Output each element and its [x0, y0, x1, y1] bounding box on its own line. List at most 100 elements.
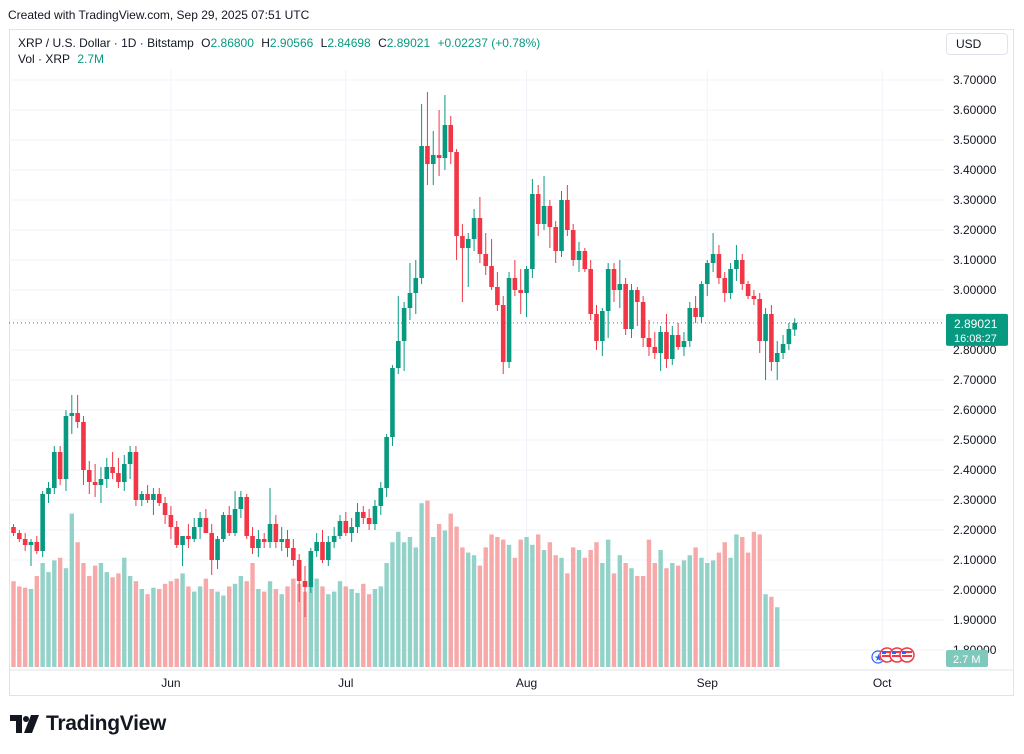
candle[interactable]: [541, 176, 547, 230]
candle[interactable]: [46, 482, 51, 503]
candle[interactable]: [121, 455, 127, 491]
candle[interactable]: [355, 503, 360, 533]
candle[interactable]: [326, 536, 331, 566]
candle[interactable]: [675, 323, 681, 350]
candle[interactable]: [751, 290, 757, 305]
candle[interactable]: [535, 185, 541, 236]
candle[interactable]: [314, 533, 319, 557]
candle[interactable]: [547, 200, 553, 248]
candle[interactable]: [436, 110, 442, 176]
candle[interactable]: [238, 491, 244, 518]
candle[interactable]: [34, 536, 40, 554]
candle[interactable]: [28, 539, 34, 566]
candle[interactable]: [594, 305, 599, 350]
candle[interactable]: [57, 446, 63, 485]
candle[interactable]: [500, 296, 506, 374]
candle[interactable]: [151, 488, 156, 515]
candle[interactable]: [139, 491, 145, 506]
candle[interactable]: [291, 539, 296, 566]
candle[interactable]: [769, 305, 774, 371]
candle[interactable]: [390, 365, 395, 446]
candle[interactable]: [250, 527, 255, 554]
candle[interactable]: [92, 464, 98, 497]
candle[interactable]: [244, 494, 249, 539]
candle[interactable]: [681, 332, 687, 356]
candle[interactable]: [191, 518, 197, 542]
candle[interactable]: [273, 515, 279, 548]
candle[interactable]: [17, 530, 22, 542]
candle[interactable]: [11, 524, 16, 536]
candle[interactable]: [98, 467, 104, 503]
candle[interactable]: [687, 302, 693, 347]
currency-button[interactable]: USD: [946, 33, 1008, 55]
candle[interactable]: [413, 260, 419, 314]
candle[interactable]: [617, 260, 623, 308]
candle[interactable]: [104, 458, 110, 488]
candle[interactable]: [780, 335, 786, 359]
candle[interactable]: [710, 233, 716, 272]
candle[interactable]: [349, 518, 354, 542]
candle[interactable]: [110, 452, 115, 479]
candle[interactable]: [623, 278, 628, 335]
candle[interactable]: [209, 524, 215, 575]
candle[interactable]: [722, 272, 728, 302]
candle[interactable]: [774, 341, 780, 380]
volume-label[interactable]: Vol · XRP: [18, 52, 71, 66]
candle[interactable]: [232, 491, 238, 536]
candle[interactable]: [734, 245, 739, 281]
candle[interactable]: [588, 260, 593, 320]
candle[interactable]: [302, 566, 308, 617]
candle[interactable]: [378, 482, 384, 515]
event-markers[interactable]: ★: [871, 647, 915, 664]
candle[interactable]: [203, 509, 209, 533]
candle[interactable]: [116, 458, 121, 488]
candle[interactable]: [186, 524, 191, 548]
candle[interactable]: [337, 515, 343, 539]
candle[interactable]: [465, 233, 471, 287]
candle[interactable]: [226, 506, 232, 536]
candle[interactable]: [320, 530, 325, 563]
candle[interactable]: [518, 269, 524, 314]
tradingview-logo[interactable]: TradingView: [10, 712, 166, 736]
candle[interactable]: [180, 536, 185, 566]
candle[interactable]: [40, 491, 45, 557]
candle[interactable]: [75, 395, 80, 428]
candle[interactable]: [553, 221, 558, 263]
candle[interactable]: [308, 548, 314, 593]
candle[interactable]: [477, 197, 483, 263]
candle[interactable]: [285, 530, 290, 557]
candle[interactable]: [454, 149, 459, 260]
candle[interactable]: [425, 92, 430, 185]
candle[interactable]: [716, 245, 722, 284]
candle[interactable]: [174, 521, 180, 548]
candle[interactable]: [582, 248, 588, 272]
candle[interactable]: [792, 318, 798, 336]
candle[interactable]: [81, 416, 86, 485]
candle[interactable]: [629, 284, 634, 338]
candle[interactable]: [401, 302, 407, 371]
candle[interactable]: [757, 293, 763, 353]
candle[interactable]: [605, 263, 611, 338]
candle[interactable]: [296, 554, 302, 602]
candle[interactable]: [745, 281, 751, 299]
candle[interactable]: [197, 512, 203, 539]
candle[interactable]: [69, 395, 75, 434]
candle[interactable]: [261, 533, 267, 548]
candle[interactable]: [483, 233, 489, 275]
candle[interactable]: [611, 263, 617, 302]
candle[interactable]: [343, 512, 349, 536]
candle[interactable]: [704, 260, 710, 296]
candle[interactable]: [460, 224, 465, 302]
candle[interactable]: [658, 326, 663, 371]
candle[interactable]: [127, 446, 133, 479]
candle[interactable]: [267, 488, 273, 548]
candle[interactable]: [600, 308, 605, 356]
candle[interactable]: [256, 530, 261, 557]
candle[interactable]: [430, 131, 436, 185]
candle[interactable]: [372, 500, 378, 530]
candle[interactable]: [576, 242, 582, 272]
candle[interactable]: [693, 296, 698, 323]
candle[interactable]: [524, 266, 529, 317]
candle[interactable]: [162, 497, 168, 524]
candle[interactable]: [652, 332, 658, 359]
